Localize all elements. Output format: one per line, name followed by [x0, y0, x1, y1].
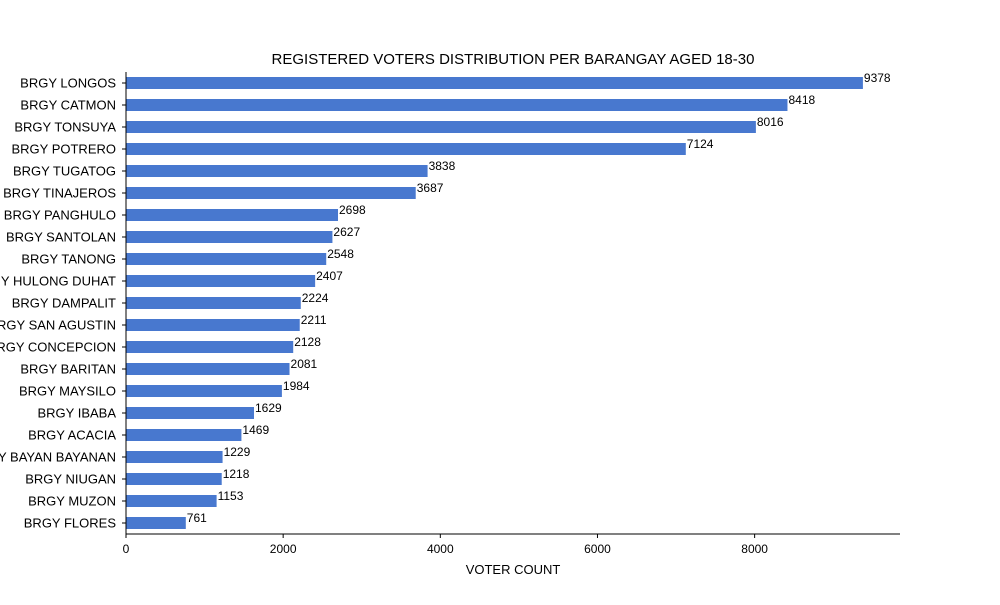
category-label: BRGY TONSUYA: [14, 120, 116, 135]
bar: [126, 385, 282, 397]
bar: [126, 253, 327, 265]
bar: [126, 407, 255, 419]
category-label: BRGY TANONG: [21, 252, 116, 267]
x-ticks: 0 2000 4000 6000 8000: [123, 534, 768, 556]
bar: [126, 209, 339, 221]
value-labels: 9378 8418 8016 7124 3838 3687 2698 2627 2548 2407…: [187, 71, 891, 525]
category-label: BRGY SANTOLAN: [6, 230, 116, 245]
data-label: 2224: [302, 291, 329, 305]
category-label: BRGY LONGOS: [20, 76, 116, 91]
bar: [126, 165, 428, 177]
data-label: 8418: [788, 93, 815, 107]
category-label: BRGY TUGATOG: [13, 164, 116, 179]
bar: [126, 143, 686, 155]
x-tick-label: 2000: [270, 542, 297, 556]
category-label: BRGY TINAJEROS: [3, 186, 116, 201]
data-label: 2081: [291, 357, 318, 371]
data-label: 3687: [417, 181, 444, 195]
bar: [126, 187, 416, 199]
bar: [126, 297, 301, 309]
data-label: 3838: [429, 159, 456, 173]
category-label: BRGY POTRERO: [11, 142, 116, 157]
category-labels: BRGY LONGOS BRGY CATMON BRGY TONSUYA BRGY P…: [0, 76, 126, 531]
data-label: 2128: [294, 335, 321, 349]
data-label: 761: [187, 511, 207, 525]
x-tick-label: 8000: [741, 542, 768, 556]
x-tick-label: 4000: [427, 542, 454, 556]
category-label: BRGY MUZON: [28, 494, 116, 509]
category-label: BRGY NIUGAN: [25, 472, 116, 487]
category-label: BRGY BARITAN: [20, 362, 116, 377]
data-label: 8016: [757, 115, 784, 129]
x-tick-label: 0: [123, 542, 130, 556]
data-label: 1229: [224, 445, 251, 459]
chart-title: REGISTERED VOTERS DISTRIBUTION PER BARAN…: [272, 51, 755, 68]
data-label: 1984: [283, 379, 310, 393]
data-label: 2407: [316, 269, 343, 283]
data-label: 1218: [223, 467, 250, 481]
data-label: 2627: [333, 225, 360, 239]
bar: [126, 363, 290, 375]
category-label: BRGY PANGHULO: [4, 208, 116, 223]
data-label: 1153: [218, 489, 244, 503]
bar: [126, 275, 316, 287]
bar: [126, 517, 186, 529]
data-label: 2698: [339, 203, 366, 217]
category-label: BRGY FLORES: [24, 516, 117, 531]
x-axis-title: VOTER COUNT: [466, 562, 561, 577]
data-label: 2211: [301, 313, 327, 327]
data-label: 9378: [864, 71, 891, 85]
bar: [126, 231, 333, 243]
bar: [126, 341, 294, 353]
data-label: 2548: [327, 247, 354, 261]
bar: [126, 451, 223, 463]
category-label: BRGY CATMON: [20, 98, 116, 113]
x-tick-label: 6000: [584, 542, 611, 556]
category-label: BRGY ACACIA: [28, 428, 116, 443]
category-label: BRGY HULONG DUHAT: [0, 274, 116, 289]
data-label: 1629: [255, 401, 282, 415]
category-label: BRGY DAMPALIT: [12, 296, 116, 311]
category-label: BRGY SAN AGUSTIN: [0, 318, 116, 333]
bar: [126, 121, 756, 133]
category-label: BRGY IBABA: [37, 406, 116, 421]
bar: [126, 495, 217, 507]
data-label: 7124: [687, 137, 714, 151]
bar: [126, 473, 222, 485]
data-label: 1469: [242, 423, 269, 437]
category-label: BRGY MAYSILO: [19, 384, 116, 399]
bar: [126, 77, 863, 89]
bar: [126, 319, 300, 331]
category-label: BRGY BAYAN BAYANAN: [0, 450, 116, 465]
category-label: BRGY CONCEPCION: [0, 340, 116, 355]
bar: [126, 99, 788, 111]
bar: [126, 429, 242, 441]
bars-group: [126, 77, 863, 529]
